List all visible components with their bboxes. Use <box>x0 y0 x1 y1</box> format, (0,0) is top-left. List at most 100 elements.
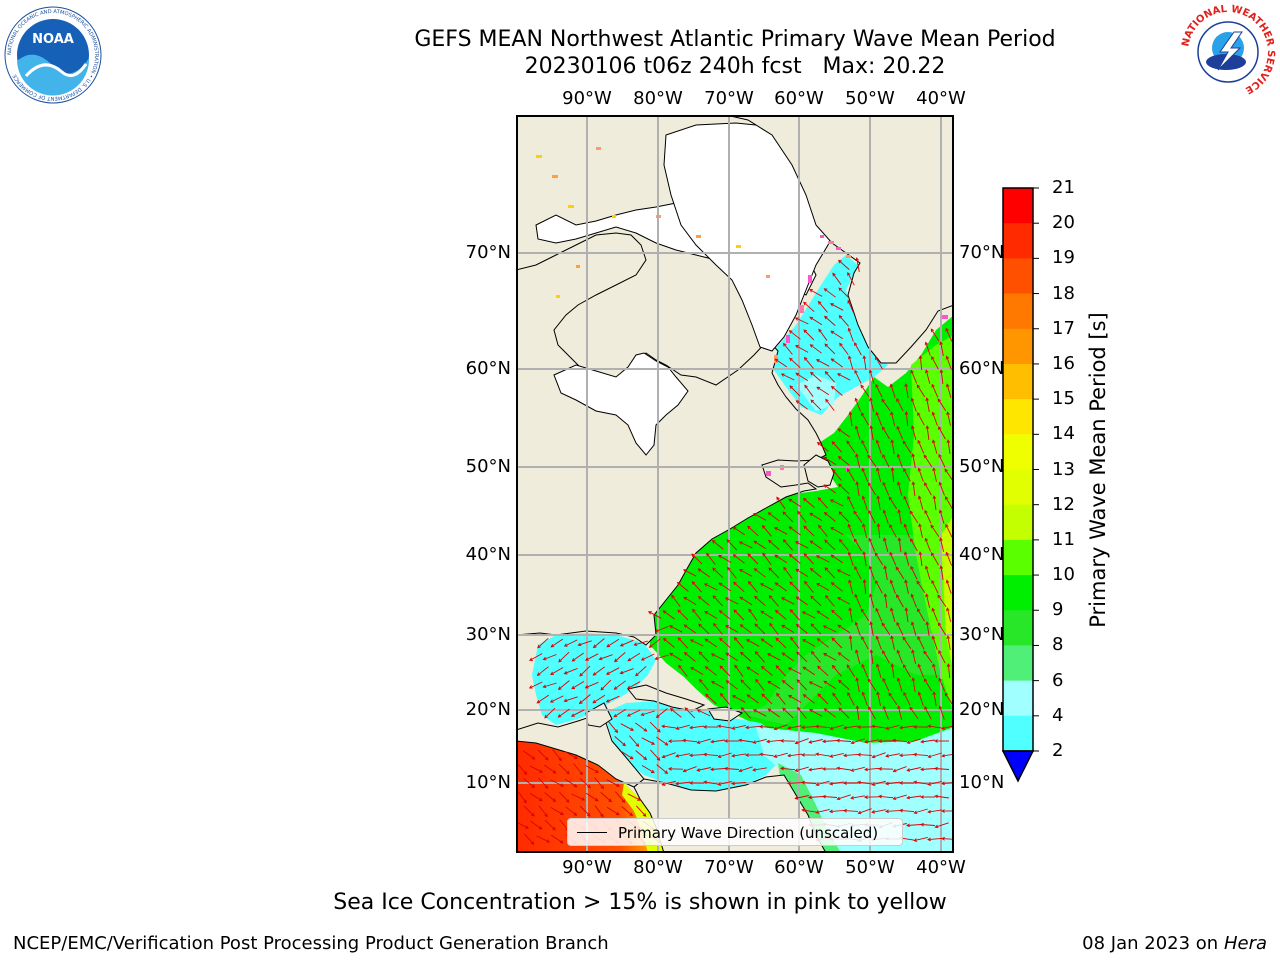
wave-arrow-head <box>822 625 827 629</box>
wave-arrow-head <box>787 781 791 786</box>
wave-arrow <box>774 527 788 535</box>
wave-arrow <box>838 456 850 466</box>
wave-arrow-head <box>903 664 907 668</box>
wave-arrow-head <box>934 766 938 771</box>
wave-arrow <box>558 791 570 803</box>
wave-arrow-head <box>837 428 842 432</box>
wave-arrow-head <box>825 594 829 599</box>
wave-arrow-head <box>719 692 724 697</box>
wave-arrow <box>523 750 535 760</box>
wave-arrow <box>614 680 626 690</box>
wave-arrow-head <box>934 794 939 799</box>
wave-arrow-head <box>896 594 900 598</box>
wave-arrow-head <box>782 538 787 543</box>
wave-arrow <box>867 678 877 692</box>
wave-arrow-head <box>761 693 766 698</box>
wave-arrow-head <box>903 551 908 556</box>
wave-arrow <box>838 483 850 495</box>
wave-arrow-head <box>815 752 820 757</box>
wave-arrow-head <box>571 658 576 662</box>
wave-arrow <box>931 552 939 566</box>
wave-arrow-head <box>823 708 828 712</box>
wave-arrow <box>733 609 745 621</box>
wave-arrow-head <box>739 624 744 628</box>
wave-arrow-head <box>930 328 935 333</box>
wave-arrow <box>710 768 726 770</box>
wave-arrow <box>849 412 853 426</box>
wave-arrow-head <box>847 468 851 472</box>
wave-arrow <box>782 511 794 523</box>
wave-arrow <box>559 819 569 831</box>
wave-arrow <box>753 540 767 550</box>
wave-arrow-head <box>682 569 687 573</box>
wave-arrow <box>732 753 746 757</box>
wave-arrow <box>635 665 647 677</box>
wave-arrow-head <box>934 824 939 829</box>
wave-arrow-head <box>795 568 800 573</box>
wave-arrow-head <box>696 709 701 713</box>
wave-arrow-head <box>855 705 860 709</box>
wave-arrow-head <box>903 467 907 472</box>
wave-arrow <box>801 726 817 728</box>
wave-arrow-head <box>571 685 576 690</box>
wave-arrow <box>684 707 696 719</box>
wave-arrow <box>627 681 641 689</box>
wave-arrow <box>925 566 931 580</box>
wave-arrow-head <box>924 509 928 514</box>
wave-arrow-head <box>809 512 814 517</box>
wave-arrow-head <box>656 757 661 761</box>
wave-arrow-head <box>920 822 924 827</box>
wave-arrow <box>938 678 946 692</box>
wave-arrow <box>855 398 861 412</box>
wave-arrow-head <box>783 342 787 347</box>
colorbar <box>1001 187 1039 783</box>
wave-arrow <box>940 566 944 580</box>
legend-label: Primary Wave Direction (unscaled) <box>618 824 879 842</box>
wave-arrow <box>676 781 690 785</box>
wave-arrow <box>781 597 795 605</box>
wave-arrow <box>797 511 807 523</box>
wave-arrow <box>719 665 731 677</box>
wave-arrow <box>788 725 802 729</box>
wave-arrow <box>900 725 914 729</box>
wave-arrow <box>882 482 890 496</box>
wave-arrow <box>747 553 759 565</box>
lon-label-bottom: 90°W <box>562 857 612 878</box>
footer-date: 08 Jan 2023 on Hera <box>1082 933 1267 954</box>
wave-arrow-head <box>875 663 880 668</box>
wave-arrow <box>781 625 795 633</box>
wave-arrow <box>895 566 905 580</box>
colorbar-cell <box>1003 539 1033 576</box>
wave-arrow <box>905 580 909 594</box>
wave-arrow <box>881 622 891 636</box>
wave-arrow-head <box>861 495 866 500</box>
wave-arrow-head <box>699 678 703 683</box>
wave-arrow <box>924 482 932 496</box>
wave-arrow <box>662 752 676 758</box>
wave-arrow-head <box>752 709 757 713</box>
lat-label-right: 30°N <box>959 624 1005 645</box>
wave-arrow-head <box>755 678 759 683</box>
wave-arrow-head <box>876 691 880 696</box>
wave-arrow <box>712 540 724 550</box>
wave-arrow-head <box>939 369 944 373</box>
wave-arrow-head <box>939 565 944 570</box>
wave-arrow-head <box>669 708 674 712</box>
wave-arrow <box>924 678 932 692</box>
nws-logo: NATIONAL WEATHER SERVICE <box>1179 3 1277 101</box>
wave-arrow-head <box>629 755 634 760</box>
wave-arrow-head <box>918 551 923 556</box>
wave-arrow <box>615 791 625 803</box>
wave-arrow <box>817 665 829 677</box>
wave-arrow-head <box>875 411 879 416</box>
wave-arrow <box>910 566 918 580</box>
wave-arrow-head <box>904 383 909 388</box>
lat-label-left: 70°N <box>465 242 511 263</box>
wave-arrow <box>914 836 928 842</box>
lat-label-right: 70°N <box>959 242 1005 263</box>
wave-arrow-head <box>869 593 873 598</box>
wave-arrow <box>725 597 739 605</box>
wave-arrow <box>912 678 916 692</box>
wave-arrow-head <box>676 581 681 586</box>
wave-arrow-head <box>875 607 879 612</box>
